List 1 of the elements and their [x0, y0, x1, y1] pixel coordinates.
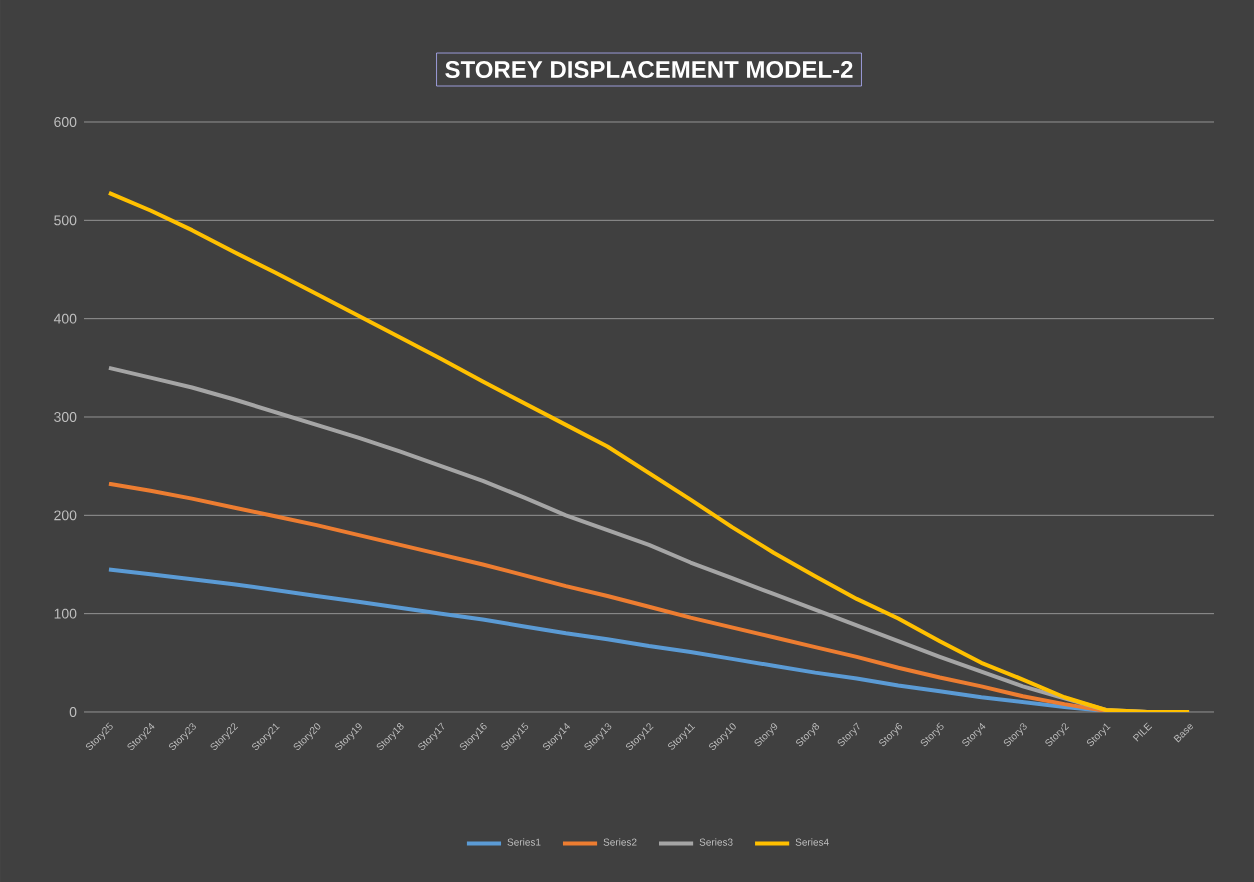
chart-title: STOREY DISPLACEMENT MODEL-2 — [445, 61, 853, 78]
